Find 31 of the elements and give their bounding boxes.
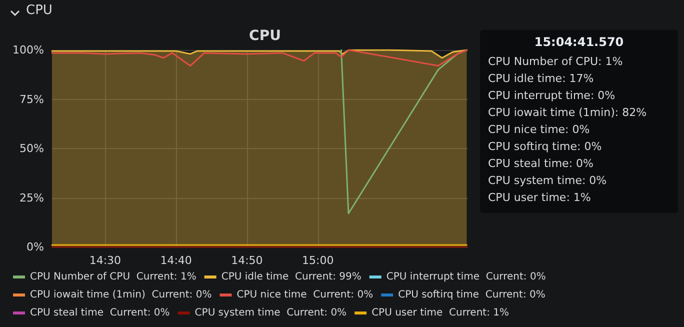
x-tick-label: 14:30	[89, 254, 122, 267]
legend-label: CPU softirq time Current: 0%	[398, 290, 546, 300]
legend-label: CPU steal time Current: 0%	[30, 308, 170, 318]
legend-label: CPU system time Current: 0%	[194, 308, 347, 318]
x-tick-label: 14:50	[231, 254, 263, 267]
legend-label: CPU idle time Current: 99%	[221, 272, 362, 282]
y-tick-label: 100%	[12, 44, 44, 56]
y-tick-label: 75%	[20, 92, 44, 106]
legend-label: CPU Number of CPU Current: 1%	[30, 272, 196, 282]
text: CPU	[26, 3, 52, 18]
text: CPU idle time: 17%	[488, 72, 594, 85]
text: CPU user time: 1%	[488, 191, 591, 204]
y-tick-label: 0%	[26, 240, 44, 254]
text: CPU iowait time (1min): 82%	[488, 106, 647, 119]
line-series	[51, 49, 468, 67]
text: CPU nice time: 0%	[488, 123, 590, 136]
legend-label: CPU interrupt time Current: 0%	[386, 272, 546, 282]
text: 15:04:41.570	[534, 35, 624, 49]
y-tick-label: 50%	[20, 142, 44, 155]
text: CPU Number of CPU: 1%	[488, 55, 623, 68]
x-tick-label: 15:00	[302, 254, 334, 267]
legend-label: CPU nice time Current: 0%	[236, 290, 374, 300]
y-tick-label: 25%	[20, 191, 44, 204]
text: CPU steal time: 0%	[488, 157, 594, 170]
chart-title: CPU	[249, 28, 281, 44]
x-tick-label: 14:40	[160, 254, 192, 267]
text: CPU interrupt time: 0%	[488, 89, 616, 102]
text: CPU softirq time: 0%	[488, 140, 602, 153]
legend-label: CPU iowait time (1min) Current: 0%	[30, 290, 212, 300]
legend-label: CPU user time Current: 1%	[372, 308, 509, 318]
text: CPU system time: 0%	[488, 174, 607, 187]
